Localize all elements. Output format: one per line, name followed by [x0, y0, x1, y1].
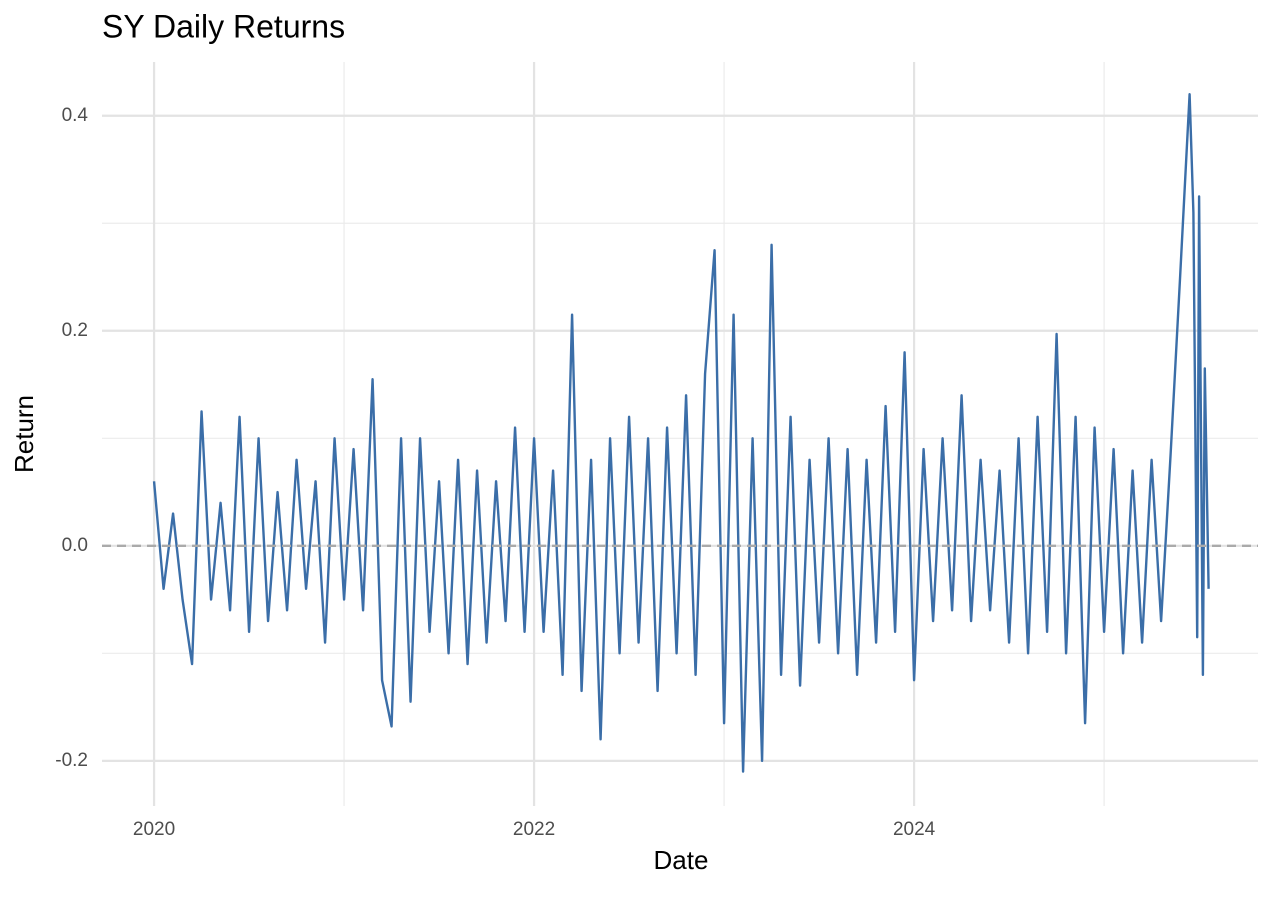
x-axis-label: Date — [654, 845, 709, 875]
x-tick-label: 2022 — [513, 819, 555, 840]
y-tick-label: 0.0 — [62, 535, 88, 556]
y-tick-label: -0.2 — [55, 750, 88, 771]
x-tick-label: 2020 — [133, 819, 175, 840]
y-tick-label: 0.4 — [62, 105, 89, 126]
y-tick-label: 0.2 — [62, 320, 88, 341]
y-axis-label: Return — [9, 395, 39, 473]
x-tick-label: 2024 — [893, 819, 936, 840]
data-line — [152, 93, 1210, 773]
chart-title: SY Daily Returns — [102, 8, 345, 44]
